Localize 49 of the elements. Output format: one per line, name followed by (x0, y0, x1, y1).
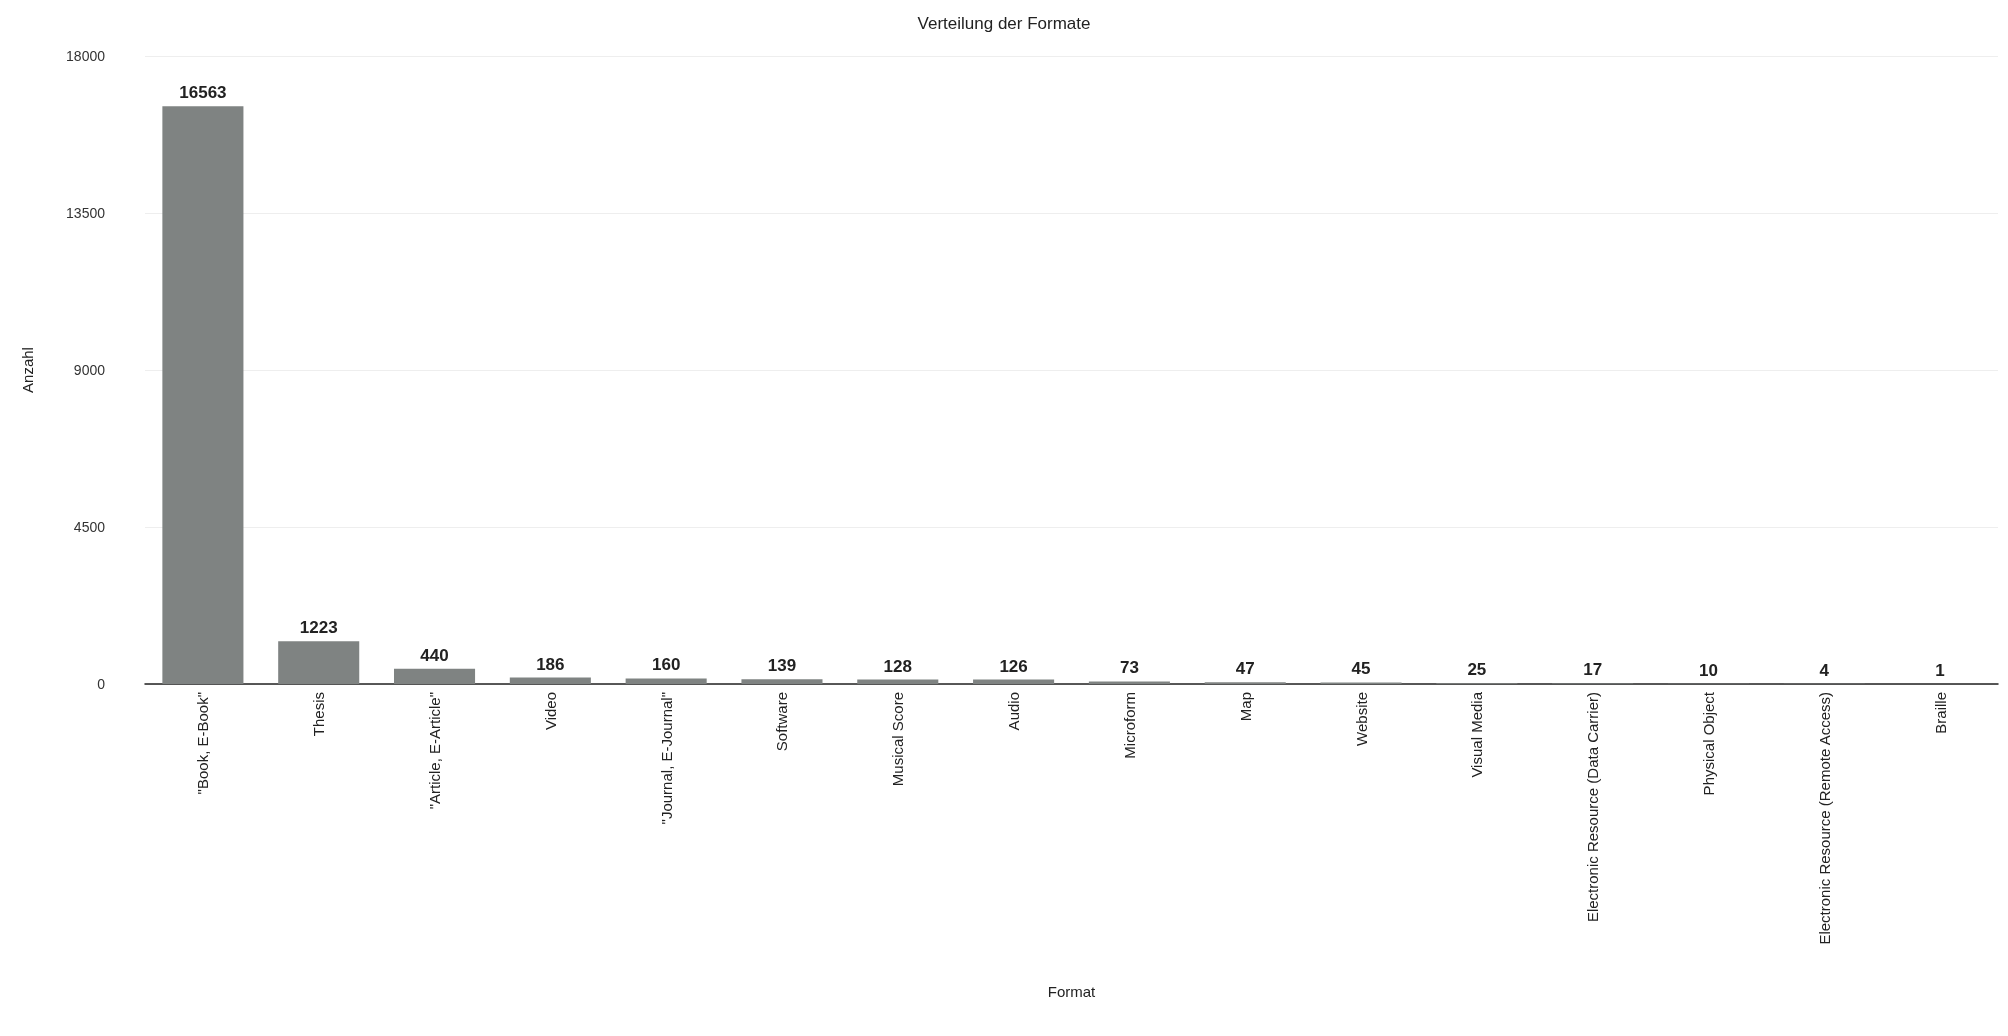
data-label: 1223 (299, 618, 338, 638)
y-tick-label: 0 (97, 676, 106, 692)
bar (973, 679, 1055, 684)
data-label: 47 (1235, 659, 1255, 679)
x-tick-label: Braille (1931, 692, 1949, 734)
y-tick-label: 4500 (73, 519, 106, 535)
y-tick-label: 13500 (66, 205, 106, 221)
data-label: 17 (1583, 660, 1603, 680)
x-tick-label: Physical Object (1699, 691, 1717, 796)
data-label: 10 (1699, 660, 1718, 680)
x-tick-label: Software (773, 692, 791, 752)
y-tick-label: 18000 (66, 48, 106, 64)
x-tick-label: Map (1236, 692, 1254, 722)
data-label: 45 (1351, 659, 1371, 679)
x-tick-label: Electronic Resource (Data Carrier) (1584, 692, 1602, 923)
data-label: 139 (767, 656, 797, 676)
bar (1088, 681, 1170, 684)
x-tick-label: Video (541, 692, 559, 731)
x-tick-label: Audio (1005, 692, 1023, 731)
data-label: 186 (536, 654, 565, 674)
x-tick-label: "Book, E-Book" (194, 692, 212, 795)
x-tick-label: "Article, E-Article" (426, 692, 444, 810)
x-tick-label: Visual Media (1468, 691, 1486, 778)
x-tick-label: Website (1352, 692, 1370, 746)
x-axis-title: Format (1047, 983, 1097, 1000)
y-axis-title: Anzahl (19, 347, 36, 393)
bar (741, 679, 823, 684)
x-tick-label: Microform (1120, 692, 1138, 759)
chart-title: Verteilung der Formate (917, 14, 1091, 33)
data-label: 160 (651, 655, 681, 675)
data-label: 440 (420, 645, 449, 665)
data-label: 1 (1935, 660, 1945, 680)
bar (278, 641, 360, 684)
y-tick-label: 9000 (73, 362, 106, 378)
x-tick-label: "Journal, E-Journal" (657, 692, 675, 825)
data-label: 128 (883, 656, 912, 676)
x-tick-label: Electronic Resource (Remote Access) (1815, 692, 1833, 945)
data-label: 16563 (179, 83, 227, 103)
data-label: 126 (999, 656, 1028, 676)
bar (509, 677, 591, 684)
bar (394, 668, 476, 684)
bar (625, 678, 707, 684)
bar (162, 106, 244, 684)
x-tick-label: Musical Score (889, 692, 907, 787)
data-label: 73 (1119, 658, 1139, 678)
data-label: 25 (1467, 660, 1487, 680)
x-tick-label: Thesis (310, 692, 328, 737)
data-label: 4 (1819, 660, 1830, 680)
bar (857, 679, 939, 684)
